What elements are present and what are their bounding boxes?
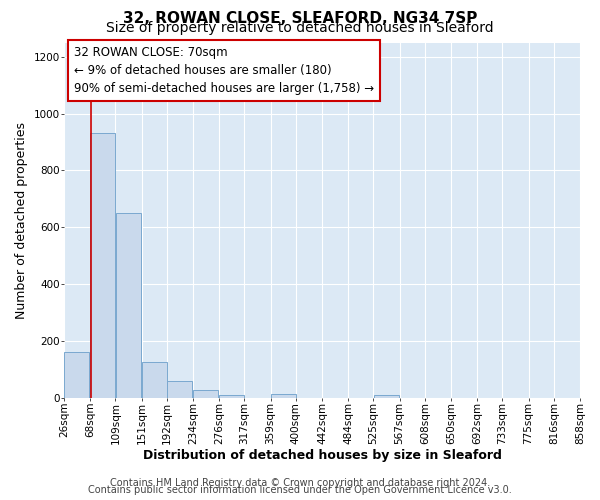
Bar: [193, 390, 218, 398]
Bar: [116, 213, 140, 398]
Bar: [271, 394, 296, 398]
Bar: [142, 362, 167, 398]
Text: 32, ROWAN CLOSE, SLEAFORD, NG34 7SP: 32, ROWAN CLOSE, SLEAFORD, NG34 7SP: [123, 11, 477, 26]
Bar: [167, 381, 192, 398]
Bar: [219, 396, 244, 398]
Y-axis label: Number of detached properties: Number of detached properties: [15, 122, 28, 318]
X-axis label: Distribution of detached houses by size in Sleaford: Distribution of detached houses by size …: [143, 450, 502, 462]
Bar: [64, 352, 89, 398]
Text: Contains public sector information licensed under the Open Government Licence v3: Contains public sector information licen…: [88, 485, 512, 495]
Text: Size of property relative to detached houses in Sleaford: Size of property relative to detached ho…: [106, 21, 494, 35]
Bar: [374, 395, 398, 398]
Bar: [90, 134, 115, 398]
Text: 32 ROWAN CLOSE: 70sqm
← 9% of detached houses are smaller (180)
90% of semi-deta: 32 ROWAN CLOSE: 70sqm ← 9% of detached h…: [74, 46, 374, 95]
Text: Contains HM Land Registry data © Crown copyright and database right 2024.: Contains HM Land Registry data © Crown c…: [110, 478, 490, 488]
